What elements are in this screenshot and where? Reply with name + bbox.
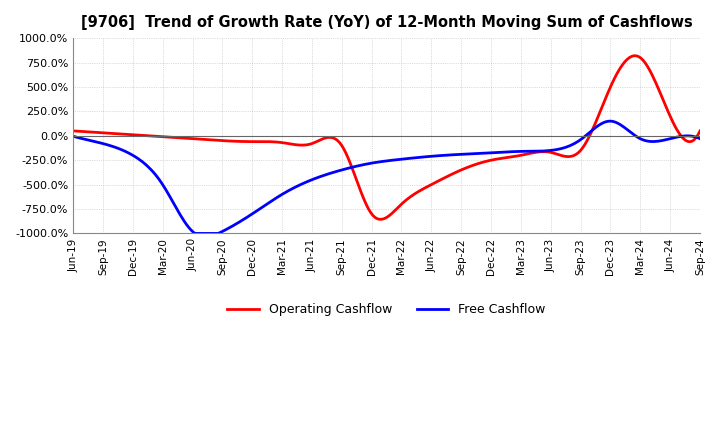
Operating Cashflow [442, 174, 451, 180]
Free Cashflow [696, 136, 704, 141]
Free Cashflow [442, 153, 451, 158]
Free Cashflow [444, 152, 453, 158]
Free Cashflow [71, 134, 79, 139]
Operating Cashflow [599, 101, 608, 106]
Line: Free Cashflow: Free Cashflow [73, 121, 700, 234]
Line: Operating Cashflow: Operating Cashflow [73, 56, 700, 219]
Operating Cashflow [69, 128, 78, 133]
Operating Cashflow [696, 128, 704, 133]
Free Cashflow [606, 118, 614, 124]
Free Cashflow [599, 120, 608, 125]
Operating Cashflow [71, 128, 79, 134]
Free Cashflow [69, 134, 78, 139]
Operating Cashflow [631, 53, 639, 59]
Title: [9706]  Trend of Growth Rate (YoY) of 12-Month Moving Sum of Cashflows: [9706] Trend of Growth Rate (YoY) of 12-… [81, 15, 693, 30]
Operating Cashflow [454, 169, 463, 174]
Operating Cashflow [377, 216, 386, 222]
Operating Cashflow [642, 61, 650, 66]
Legend: Operating Cashflow, Free Cashflow: Operating Cashflow, Free Cashflow [222, 298, 551, 321]
Free Cashflow [642, 138, 650, 143]
Operating Cashflow [444, 173, 453, 179]
Free Cashflow [454, 152, 463, 157]
Free Cashflow [192, 231, 201, 236]
